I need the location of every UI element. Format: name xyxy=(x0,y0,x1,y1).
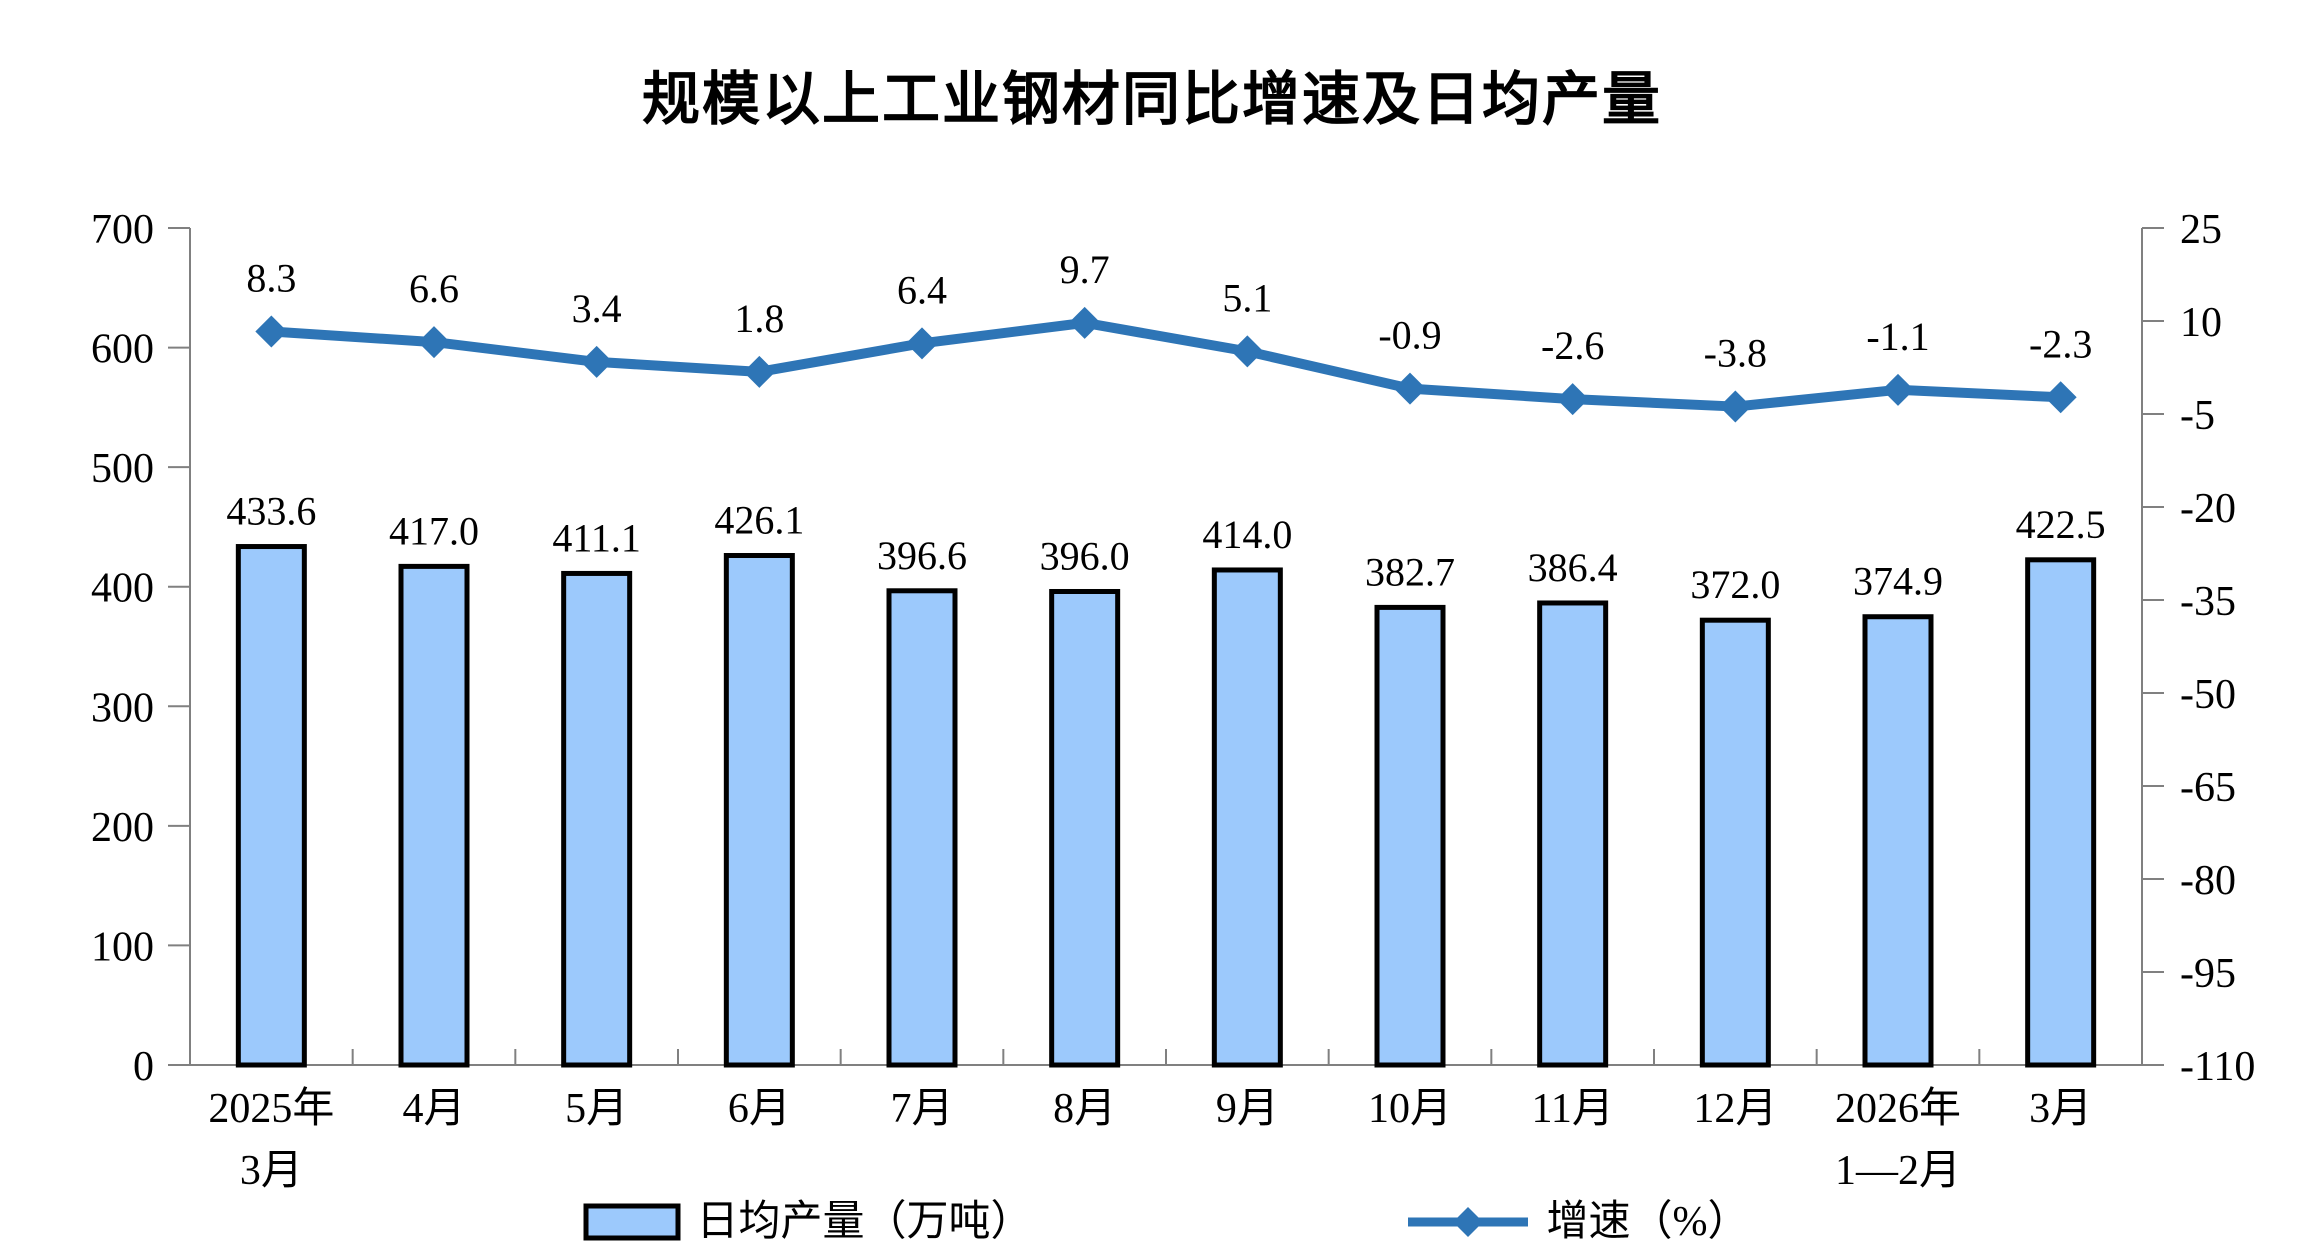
line-point xyxy=(1068,306,1101,339)
bar-value-label: 374.9 xyxy=(1853,559,1943,604)
line-value-label: 6.4 xyxy=(897,267,947,312)
line-value-label: 9.7 xyxy=(1060,247,1110,292)
line-value-label: 1.8 xyxy=(734,296,784,341)
bar xyxy=(1699,617,1771,1068)
right-axis-tick-label: -110 xyxy=(2180,1044,2255,1090)
line-point xyxy=(580,345,613,378)
right-axis-tick-label: -65 xyxy=(2180,765,2236,811)
bar-value-label: 426.1 xyxy=(714,498,804,543)
line-point xyxy=(906,327,938,360)
bar xyxy=(1374,604,1446,1068)
bar-value-label: 417.0 xyxy=(389,508,479,553)
x-axis-label: 2026年 1—2月 xyxy=(1835,1085,1961,1194)
bar-value-label: 386.4 xyxy=(1528,545,1618,590)
bar-value-label: 372.0 xyxy=(1690,562,1780,607)
x-axis-label: 6月 xyxy=(728,1086,791,1132)
bar-series-swatch-icon xyxy=(583,1203,681,1241)
chart-legend: 日均产量（万吨） 增速（%） xyxy=(190,1198,2142,1246)
right-axis-tick-label: 25 xyxy=(2180,207,2222,253)
right-axis-tick-label: -5 xyxy=(2180,393,2215,439)
growth-line xyxy=(271,317,2061,412)
line-point xyxy=(1556,383,1589,416)
left-axis-tick-label: 200 xyxy=(91,805,154,851)
right-axis-tick-label: -50 xyxy=(2180,672,2236,718)
bar-value-label: 411.1 xyxy=(552,515,641,560)
bar-value-label: 396.6 xyxy=(877,533,967,578)
x-axis-label: 11月 xyxy=(1531,1086,1613,1132)
legend-label-growth: 增速（%） xyxy=(1546,1199,1750,1245)
right-axis-tick-label: -20 xyxy=(2180,486,2236,532)
x-axis-label: 8月 xyxy=(1053,1086,1116,1132)
right-axis-tick-label: -95 xyxy=(2180,951,2236,997)
bar xyxy=(1211,567,1283,1068)
line-point xyxy=(2044,381,2077,414)
line-point xyxy=(1394,372,1426,405)
bar xyxy=(2025,557,2097,1068)
line-point xyxy=(743,355,776,388)
bar xyxy=(723,553,795,1068)
line-value-label: 3.4 xyxy=(572,286,622,331)
left-axis-tick-label: 500 xyxy=(91,446,154,492)
bar xyxy=(886,588,958,1068)
line-point xyxy=(1719,390,1752,423)
line-value-label: -2.6 xyxy=(1541,323,1604,368)
bar-value-label: 433.6 xyxy=(226,489,316,534)
left-axis-tick-label: 100 xyxy=(91,924,154,970)
line-value-label: -2.3 xyxy=(2029,321,2092,366)
bar-value-label: 382.7 xyxy=(1365,549,1455,594)
left-axis-tick-label: 700 xyxy=(91,207,154,253)
x-axis-label: 4月 xyxy=(402,1086,465,1132)
line-point xyxy=(418,326,450,359)
legend-label-daily-output: 日均产量（万吨） xyxy=(696,1199,1033,1245)
x-axis-label: 7月 xyxy=(890,1086,953,1132)
left-axis-tick-label: 600 xyxy=(91,327,154,373)
x-axis-label: 3月 xyxy=(2029,1086,2092,1132)
legend-item-growth: 增速（%） xyxy=(1403,1198,1750,1246)
line-point xyxy=(255,315,288,348)
bar xyxy=(1537,600,1609,1068)
line-point xyxy=(1882,373,1914,406)
line-value-label: 8.3 xyxy=(246,256,296,301)
line-value-label: -1.1 xyxy=(1866,314,1929,359)
right-axis-tick-label: -80 xyxy=(2180,858,2236,904)
x-axis-label: 5月 xyxy=(565,1086,628,1132)
bar xyxy=(235,544,307,1068)
x-axis-label: 2025年 3月 xyxy=(208,1085,334,1194)
bar xyxy=(1862,614,1934,1068)
x-axis-label: 10月 xyxy=(1368,1086,1452,1132)
line-series-swatch-icon xyxy=(1407,1207,1528,1237)
bar xyxy=(398,563,470,1068)
bar-value-label: 396.0 xyxy=(1040,533,1130,578)
bar xyxy=(1049,588,1121,1068)
line-point xyxy=(1231,335,1264,368)
line-value-label: 6.6 xyxy=(409,266,459,311)
bar-value-label: 422.5 xyxy=(2016,502,2106,547)
left-axis-tick-label: 300 xyxy=(91,685,154,731)
left-axis-tick-label: 400 xyxy=(91,566,154,612)
chart-title: 规模以上工业钢材同比增速及日均产量 xyxy=(641,67,1662,132)
right-axis-tick-label: -35 xyxy=(2180,579,2236,625)
right-axis-tick-label: 10 xyxy=(2180,300,2222,346)
line-value-label: -0.9 xyxy=(1378,313,1441,358)
x-axis-label: 12月 xyxy=(1693,1086,1777,1132)
left-axis-tick-label: 0 xyxy=(133,1044,154,1090)
bar-value-label: 414.0 xyxy=(1202,512,1292,557)
line-value-label: 5.1 xyxy=(1222,275,1272,320)
legend-item-daily-output: 日均产量（万吨） xyxy=(582,1198,1033,1246)
bar xyxy=(561,570,633,1068)
x-axis-label: 9月 xyxy=(1216,1086,1279,1132)
line-value-label: -3.8 xyxy=(1704,331,1767,376)
